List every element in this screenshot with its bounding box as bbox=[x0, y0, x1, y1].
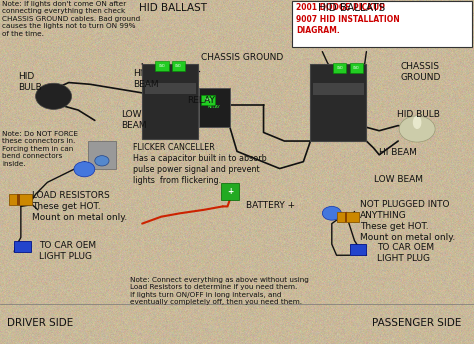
Bar bbox=[337, 212, 359, 222]
Bar bbox=[313, 83, 364, 95]
Text: CHASSIS GROUND: CHASSIS GROUND bbox=[201, 53, 284, 62]
Text: 2001 DODGE PICKUP
9007 HID INSTALLATION
DIAGRAM.: 2001 DODGE PICKUP 9007 HID INSTALLATION … bbox=[296, 3, 400, 35]
Bar bbox=[350, 244, 366, 255]
Circle shape bbox=[399, 116, 435, 142]
Text: GND: GND bbox=[205, 98, 211, 102]
Text: These get HOT.
Mount on metal only.: These get HOT. Mount on metal only. bbox=[360, 222, 456, 242]
Text: PASSENGER SIDE: PASSENGER SIDE bbox=[373, 318, 462, 328]
Text: RELAY: RELAY bbox=[187, 96, 215, 105]
Bar bbox=[142, 64, 198, 139]
Bar bbox=[292, 1, 472, 47]
Bar bbox=[310, 64, 366, 141]
Text: Note: Do NOT FORCE
these connectors in.
Forcing them in can
bend connectors
insi: Note: Do NOT FORCE these connectors in. … bbox=[2, 131, 78, 167]
Text: FLICKER CANCELLER
Has a capacitor built in to absorb
pulse power signal and prev: FLICKER CANCELLER Has a capacitor built … bbox=[133, 143, 266, 185]
Circle shape bbox=[36, 83, 72, 109]
Text: NOT PLUGGED INTO
ANYTHING: NOT PLUGGED INTO ANYTHING bbox=[360, 200, 450, 219]
Text: LOW
BEAM: LOW BEAM bbox=[121, 110, 146, 130]
Bar bbox=[221, 183, 239, 200]
Text: LOAD RESISTORS
These get HOT.
Mount on metal only.: LOAD RESISTORS These get HOT. Mount on m… bbox=[32, 191, 128, 222]
Text: +: + bbox=[227, 187, 233, 196]
Bar bbox=[350, 63, 363, 73]
Bar bbox=[172, 61, 185, 71]
Text: Note: If lights don't come ON after
connecting everything then check
CHASSIS GRO: Note: If lights don't come ON after conn… bbox=[2, 1, 141, 37]
Text: HID BALLAST: HID BALLAST bbox=[139, 3, 207, 13]
Ellipse shape bbox=[413, 117, 421, 128]
Text: LOW BEAM: LOW BEAM bbox=[374, 175, 422, 184]
Text: Note: Connect everything as above without using
Load Resistors to determine if y: Note: Connect everything as above withou… bbox=[130, 277, 309, 305]
Text: GND: GND bbox=[175, 64, 182, 68]
Text: GND: GND bbox=[159, 64, 165, 68]
Bar bbox=[9, 194, 32, 205]
Text: HI
BEAM: HI BEAM bbox=[133, 69, 158, 89]
Bar bbox=[145, 83, 196, 94]
Bar bbox=[18, 194, 20, 205]
Text: DRIVER SIDE: DRIVER SIDE bbox=[7, 318, 73, 328]
Circle shape bbox=[322, 206, 341, 220]
Text: HI BEAM: HI BEAM bbox=[379, 148, 417, 157]
Text: BATTERY +: BATTERY + bbox=[246, 201, 296, 210]
Text: RELAY: RELAY bbox=[208, 106, 221, 109]
Bar bbox=[88, 141, 116, 169]
Text: GND: GND bbox=[337, 66, 343, 70]
Text: TO CAR OEM
LIGHT PLUG: TO CAR OEM LIGHT PLUG bbox=[39, 241, 96, 261]
Bar bbox=[199, 88, 230, 127]
Circle shape bbox=[95, 156, 109, 166]
Text: TO CAR OEM
LIGHT PLUG: TO CAR OEM LIGHT PLUG bbox=[377, 243, 434, 262]
Bar bbox=[345, 212, 347, 222]
Bar bbox=[14, 241, 31, 252]
Circle shape bbox=[74, 162, 95, 177]
Bar bbox=[333, 63, 346, 73]
Text: HID BULB: HID BULB bbox=[397, 110, 440, 119]
Text: HID
BULB: HID BULB bbox=[18, 72, 42, 92]
Bar bbox=[201, 95, 215, 105]
Text: HID BALLATS: HID BALLATS bbox=[318, 3, 385, 13]
Text: GND: GND bbox=[353, 66, 360, 70]
Bar bbox=[155, 61, 169, 71]
Text: CHASSIS
GROUND: CHASSIS GROUND bbox=[401, 62, 441, 82]
